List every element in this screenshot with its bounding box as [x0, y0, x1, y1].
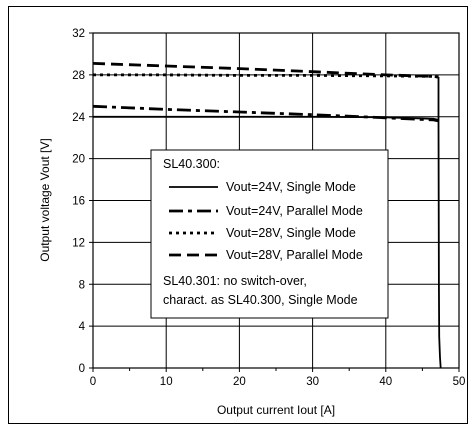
y-tick-label: 16 [72, 196, 85, 208]
series-line-2 [93, 73, 439, 79]
y-axis-label: Output voltage Vout [V] [38, 138, 52, 261]
x-tick-label: 40 [379, 376, 392, 388]
x-axis-label: Output current Iout [A] [217, 403, 335, 417]
y-tick-label: 0 [79, 363, 85, 375]
legend-note-line-1: SL40.301: no switch-over, [163, 274, 307, 288]
legend-label-28v-parallel: Vout=28V, Parallel Mode [226, 248, 363, 262]
x-tick-label: 20 [233, 376, 246, 388]
legend-note-line-2: charact. as SL40.300, Single Mode [163, 293, 358, 307]
series-line-4 [437, 77, 442, 369]
y-tick-label: 24 [72, 112, 85, 124]
y-tick-label: 12 [72, 237, 85, 249]
legend-label-28v-single: Vout=28V, Single Mode [226, 226, 356, 240]
x-tick-label: 0 [90, 376, 96, 388]
y-tick-label: 20 [72, 154, 85, 166]
series-line-1 [92, 104, 439, 123]
legend: SL40.300: Vout=24V, Single Mode Vout=24V… [150, 149, 389, 319]
series-line-3 [92, 62, 439, 79]
x-tick-label: 50 [453, 376, 466, 388]
legend-label-24v-single: Vout=24V, Single Mode [226, 180, 356, 194]
y-tick-label: 8 [79, 279, 85, 291]
axes: 0 10 20 30 40 50 0 4 8 12 16 20 24 28 32 [72, 28, 465, 388]
x-tick-label: 30 [306, 376, 319, 388]
y-tick-label: 32 [72, 28, 85, 40]
plot-border [92, 32, 460, 369]
x-tick-label: 10 [160, 376, 173, 388]
series-group [92, 62, 442, 369]
legend-title: SL40.300: [163, 157, 220, 171]
legend-label-24v-parallel: Vout=24V, Parallel Mode [226, 204, 363, 218]
y-tick-label: 28 [72, 70, 85, 82]
y-tick-label: 4 [79, 321, 86, 333]
